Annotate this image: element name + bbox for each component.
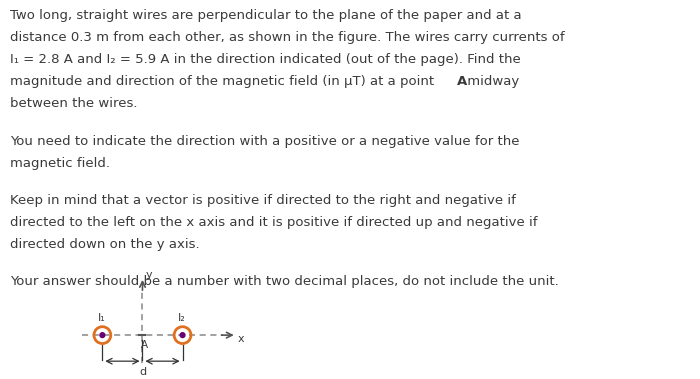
Text: x: x	[238, 334, 244, 344]
Text: midway: midway	[463, 75, 519, 88]
Text: A: A	[141, 340, 148, 349]
Text: directed to the left on the x axis and it is positive if directed up and negativ: directed to the left on the x axis and i…	[10, 216, 538, 229]
Text: y: y	[146, 270, 153, 280]
Text: magnetic field.: magnetic field.	[10, 157, 111, 169]
Circle shape	[180, 333, 185, 338]
Text: directed down on the y axis.: directed down on the y axis.	[10, 238, 200, 251]
Text: distance 0.3 m from each other, as shown in the figure. The wires carry currents: distance 0.3 m from each other, as shown…	[10, 31, 565, 44]
Text: d: d	[139, 367, 146, 377]
Text: I₂: I₂	[178, 313, 186, 323]
Text: I₁ = 2.8 A and I₂ = 5.9 A in the direction indicated (out of the page). Find the: I₁ = 2.8 A and I₂ = 5.9 A in the directi…	[10, 53, 522, 66]
Text: A: A	[456, 75, 467, 88]
Text: Two long, straight wires are perpendicular to the plane of the paper and at a: Two long, straight wires are perpendicul…	[10, 9, 522, 22]
Text: Your answer should be a number with two decimal places, do not include the unit.: Your answer should be a number with two …	[10, 275, 559, 288]
Text: magnitude and direction of the magnetic field (in μT) at a point: magnitude and direction of the magnetic …	[10, 75, 439, 88]
Text: between the wires.: between the wires.	[10, 97, 138, 110]
Text: You need to indicate the direction with a positive or a negative value for the: You need to indicate the direction with …	[10, 135, 520, 147]
Text: I₁: I₁	[97, 313, 105, 323]
Circle shape	[100, 333, 105, 338]
Text: Keep in mind that a vector is positive if directed to the right and negative if: Keep in mind that a vector is positive i…	[10, 194, 517, 207]
